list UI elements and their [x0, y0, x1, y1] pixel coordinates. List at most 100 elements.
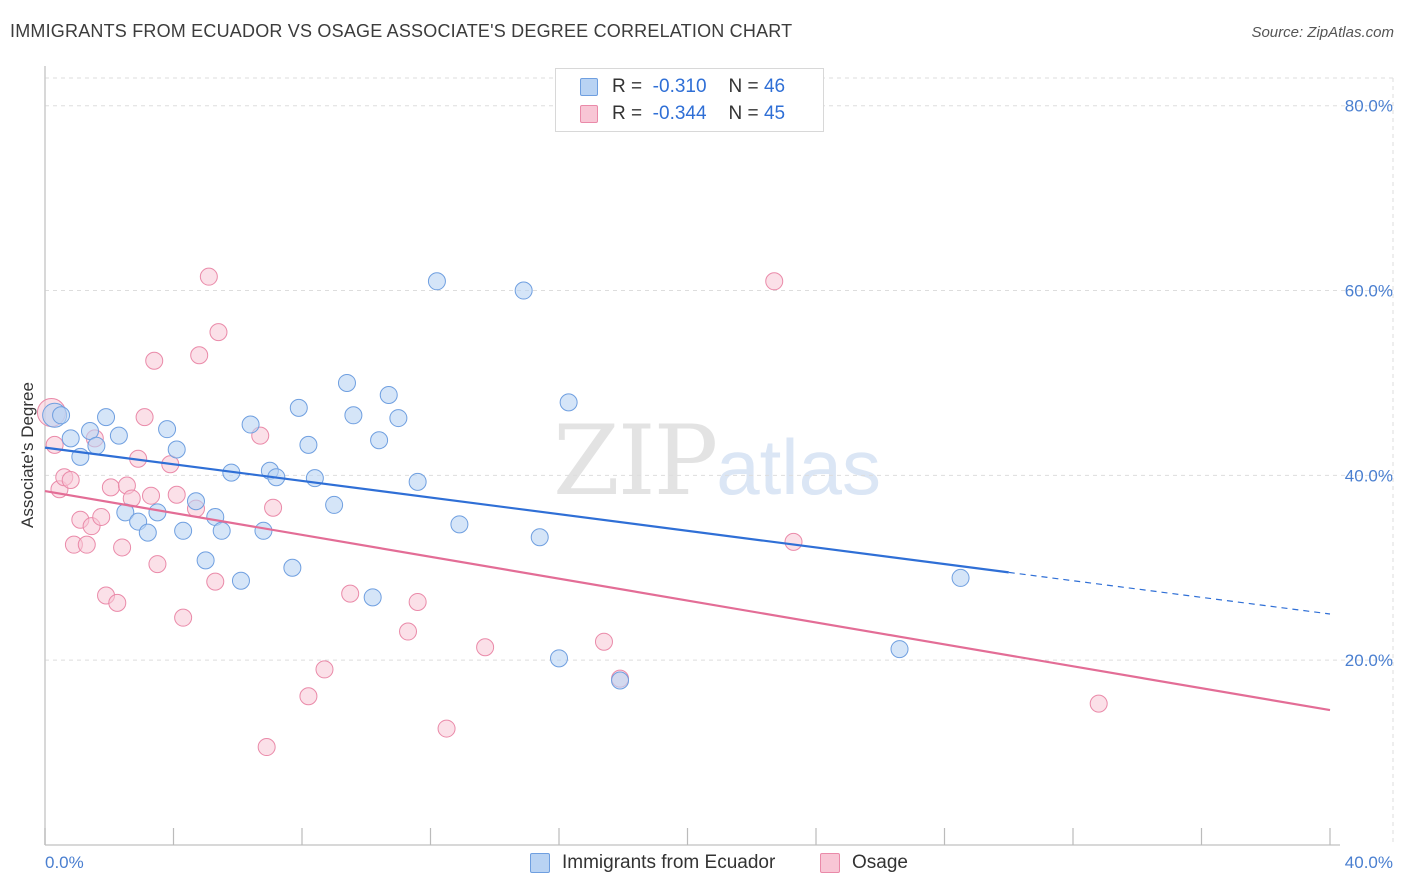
y-tick-label: 40.0%	[1345, 466, 1393, 485]
ecuador-point	[174, 521, 193, 540]
bottom-legend-label-osage: Osage	[852, 852, 908, 873]
osage-point	[594, 632, 613, 651]
y-tick-label: 80.0%	[1345, 97, 1393, 116]
osage-point	[135, 408, 154, 427]
osage-point	[315, 660, 334, 679]
osage-point	[145, 351, 164, 370]
ecuador-point	[363, 588, 382, 607]
ecuador-point	[186, 492, 205, 511]
legend-r-label: R =	[612, 76, 643, 97]
ecuador-point	[530, 528, 549, 547]
legend-n-value: 46	[763, 76, 786, 97]
ecuador-point	[370, 431, 389, 450]
ecuador-point	[212, 521, 231, 540]
ecuador-point	[52, 406, 71, 425]
legend-n-value: 45	[763, 103, 786, 124]
bottom-legend-swatch-osage	[820, 853, 840, 873]
watermark: ZIPatlas	[553, 405, 881, 517]
ecuador-point	[299, 435, 318, 454]
ecuador-point	[196, 551, 215, 570]
osage-point	[408, 592, 427, 611]
osage-point	[257, 738, 276, 757]
ecuador-point	[514, 281, 533, 300]
grid-lines	[45, 77, 1394, 845]
x-tick-label: 0.0%	[45, 853, 84, 872]
osage-point	[61, 470, 80, 489]
osage-point	[142, 486, 161, 505]
osage-point	[148, 555, 167, 574]
legend: R = -0.310 N = 46 R = -0.344 N = 45	[555, 68, 824, 132]
legend-r-value: -0.310	[652, 76, 707, 97]
watermark-atlas: atlas	[716, 423, 881, 511]
osage-point	[299, 687, 318, 706]
ecuador-point	[231, 571, 250, 590]
osage-point	[1089, 694, 1108, 713]
ecuador-point	[611, 671, 630, 690]
x-tick-label: 40.0%	[1345, 853, 1393, 872]
tick-labels: 20.0% 40.0% 60.0% 80.0% 0.0% 40.0%	[45, 97, 1393, 872]
ecuador-point	[337, 373, 356, 392]
ecuador-point	[408, 472, 427, 491]
osage-point	[92, 507, 111, 526]
legend-r-label: R =	[612, 103, 643, 124]
ecuador-point	[344, 406, 363, 425]
ecuador-point	[951, 568, 970, 587]
legend-n-label: N =	[728, 76, 759, 97]
ecuador-point	[61, 429, 80, 448]
osage-point	[45, 435, 64, 454]
osage-point	[206, 572, 225, 591]
bottom-legend-swatch-ecuador	[530, 853, 550, 873]
ecuador-point	[550, 649, 568, 668]
chart-title: IMMIGRANTS FROM ECUADOR VS OSAGE ASSOCIA…	[10, 21, 793, 41]
axes	[44, 66, 1340, 846]
ecuador-point	[241, 415, 260, 434]
osage-trend-line	[44, 489, 1331, 712]
ecuador-point	[167, 440, 186, 459]
ecuador-point	[559, 393, 578, 412]
ecuador-point	[389, 409, 408, 428]
bottom-legend: Immigrants from Ecuador Osage	[0, 852, 1406, 878]
osage-point	[77, 535, 96, 554]
bottom-legend-ecuador: Immigrants from Ecuador	[530, 852, 775, 874]
osage-point	[476, 638, 495, 657]
bottom-legend-label-ecuador: Immigrants from Ecuador	[562, 852, 776, 873]
ecuador-point	[109, 426, 128, 445]
ecuador-point	[289, 398, 308, 417]
ecuador-point	[87, 436, 106, 455]
legend-row-osage: R = -0.344 N = 45	[580, 101, 785, 127]
osage-point	[341, 584, 360, 603]
osage-point	[399, 622, 418, 641]
ecuador-point	[283, 558, 302, 577]
legend-swatch-ecuador	[580, 78, 598, 96]
osage-point	[264, 498, 283, 517]
osage-point	[190, 346, 209, 365]
ecuador-trend-extension	[1008, 571, 1331, 615]
osage-point	[765, 272, 784, 291]
legend-swatch-osage	[580, 105, 598, 123]
y-tick-label: 20.0%	[1345, 651, 1393, 670]
trend-lines	[44, 446, 1331, 712]
bottom-legend-osage: Osage	[820, 852, 908, 874]
series-osage-points	[36, 267, 1108, 757]
osage-point	[167, 485, 186, 504]
osage-point	[174, 608, 193, 627]
osage-point	[209, 323, 228, 342]
osage-point	[101, 478, 120, 497]
legend-r-value: -0.344	[652, 103, 707, 124]
watermark-zip: ZIP	[553, 405, 718, 517]
ecuador-point	[890, 640, 909, 659]
legend-row-ecuador: R = -0.310 N = 46	[580, 74, 785, 100]
ecuador-point	[158, 420, 177, 439]
y-axis-label: Associate's Degree	[18, 382, 37, 528]
osage-point	[784, 532, 803, 551]
ecuador-point	[325, 495, 344, 514]
osage-point	[437, 719, 456, 738]
ecuador-point	[254, 521, 273, 540]
ecuador-point	[450, 515, 469, 534]
osage-point	[108, 593, 127, 612]
source-label: Source: ZipAtlas.com	[1251, 24, 1394, 41]
ecuador-point	[138, 523, 157, 542]
ecuador-point	[427, 272, 446, 291]
y-tick-label: 60.0%	[1345, 282, 1393, 301]
